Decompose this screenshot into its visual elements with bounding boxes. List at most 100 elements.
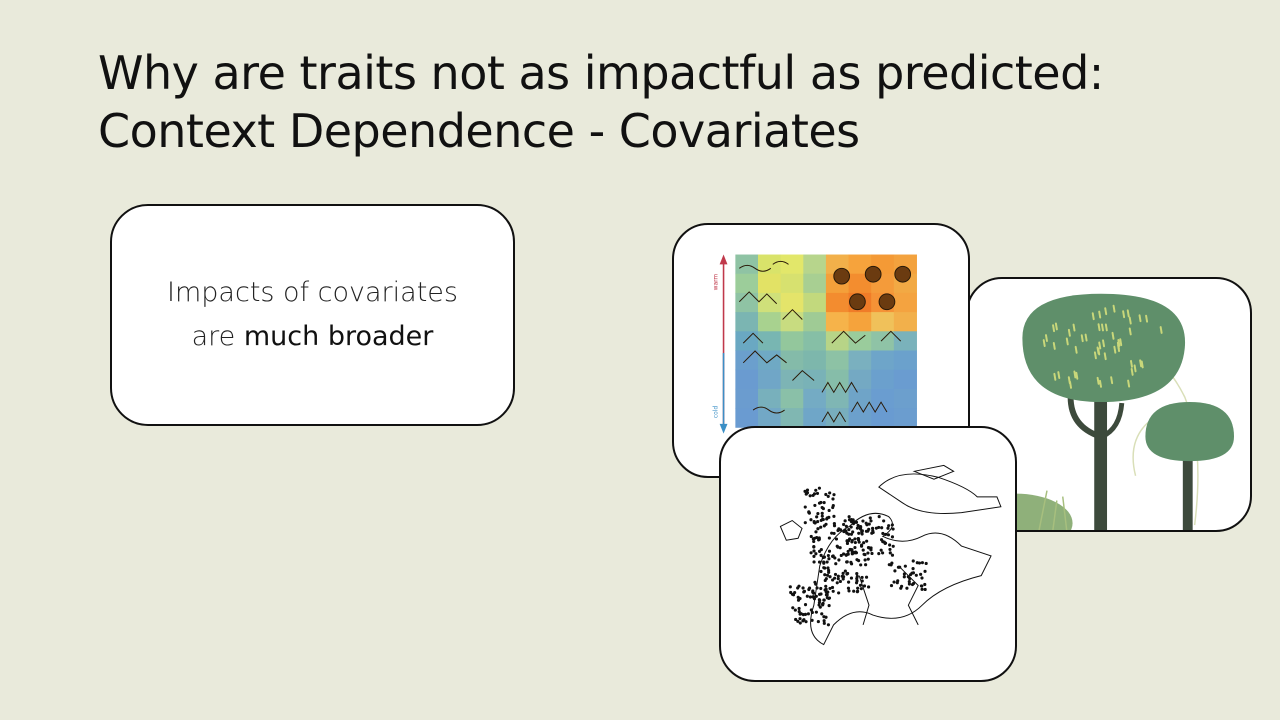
occurrence-point xyxy=(866,557,870,561)
heatmap-cell xyxy=(735,350,759,371)
crown-dash xyxy=(1127,379,1131,388)
crown-dash xyxy=(1097,323,1101,332)
occurrence-point xyxy=(847,532,851,536)
occurrence-point xyxy=(832,493,836,497)
occurrence-point xyxy=(889,584,894,588)
crown-dash xyxy=(1052,341,1056,350)
occurrence-point xyxy=(820,514,824,518)
occurrence-point xyxy=(797,584,801,588)
occurrence-point xyxy=(822,501,826,505)
heatmap-cell xyxy=(758,292,782,313)
occurrence-point xyxy=(836,545,840,549)
occurrence-point xyxy=(812,554,816,558)
occurrence-point xyxy=(817,560,822,564)
crown-dash xyxy=(1104,323,1108,332)
heatmap-cell xyxy=(848,388,872,409)
occurrence-point xyxy=(810,618,814,622)
occurrence-point xyxy=(825,560,829,564)
heatmap-cell xyxy=(735,331,759,351)
title-line-1: Why are traits not as impactful as predi… xyxy=(98,46,1104,100)
occurrence-point xyxy=(828,491,832,495)
occurrence-point xyxy=(809,608,813,612)
occurrence-point xyxy=(879,538,884,542)
heatmap-cell xyxy=(803,408,827,428)
heatmap-cell xyxy=(735,369,759,390)
occurrence-point xyxy=(814,488,818,492)
occurrence-point xyxy=(841,571,845,575)
occurrence-point xyxy=(810,610,814,615)
tree-illustration-card xyxy=(966,277,1252,532)
warm-label: warm xyxy=(714,274,720,291)
crown-dash xyxy=(1065,337,1069,346)
occurrence-point xyxy=(809,534,813,539)
occurrence-point xyxy=(822,561,826,565)
occurrence-point xyxy=(923,587,927,592)
occurrence-point xyxy=(812,539,816,544)
occurrence-point xyxy=(793,590,797,595)
occurrence-point xyxy=(907,582,911,586)
occurrence-point xyxy=(834,537,839,541)
occurrence-points xyxy=(788,486,928,627)
heatmap-cell xyxy=(780,350,804,371)
occurrence-point xyxy=(803,521,807,525)
heatmap-cell xyxy=(848,273,872,294)
heatmap-cell xyxy=(871,350,895,371)
occurrence-point xyxy=(803,489,807,493)
crown-dash xyxy=(1052,324,1056,333)
occurrence-point xyxy=(845,560,849,564)
occurrence-point xyxy=(860,543,864,547)
crown-dash xyxy=(1128,316,1132,325)
occurrence-point xyxy=(822,615,826,619)
crown-dash xyxy=(1067,376,1071,385)
crown-dash xyxy=(1159,326,1163,334)
main-tree-crown xyxy=(1022,293,1186,403)
occurrence-point xyxy=(811,595,815,599)
occurrence-point xyxy=(881,551,885,555)
heatmap-cell xyxy=(758,331,782,351)
occurrence-point xyxy=(890,553,895,557)
occurrence-point xyxy=(860,579,864,583)
occurrence-point xyxy=(814,594,818,598)
occurrence-point xyxy=(847,580,851,584)
covariates-text: Impacts of covariates are much broader xyxy=(167,271,458,359)
occurrence-point xyxy=(793,608,797,612)
occurrence-point xyxy=(821,603,825,607)
crown-dash xyxy=(1093,351,1097,360)
occurrence-point xyxy=(827,549,832,553)
crown-dash xyxy=(1129,359,1133,368)
occurrence-point xyxy=(797,606,801,611)
heatmap-cell xyxy=(825,350,850,371)
occurrence-point xyxy=(860,529,864,533)
occurrence-point xyxy=(807,510,811,514)
occurrence-point xyxy=(857,531,861,535)
occurrence-point xyxy=(803,603,808,607)
occurrence-point xyxy=(826,623,831,627)
heatmap-cell xyxy=(871,408,895,428)
occurrence-point xyxy=(796,619,800,623)
occurrence-point xyxy=(814,582,818,586)
occurrence-point xyxy=(920,587,924,591)
heatmap-cell xyxy=(893,350,917,371)
occurrence-point xyxy=(816,620,820,624)
occurrence-point xyxy=(827,604,831,608)
occurrence-point xyxy=(827,596,832,600)
occurrence-point xyxy=(887,524,891,528)
occurrence-point xyxy=(861,548,865,552)
occurrence-point xyxy=(830,585,835,590)
heatmap-cell xyxy=(893,312,917,332)
occurrence-point xyxy=(827,536,831,540)
occurrence-point xyxy=(859,525,863,530)
crown-dash xyxy=(1133,364,1137,373)
occurrence-point xyxy=(832,514,836,518)
occurrence-point xyxy=(825,573,830,577)
heatmap-cell xyxy=(893,408,917,428)
occurrence-point xyxy=(816,527,820,531)
crown-dash xyxy=(1128,327,1132,336)
occurrence-point xyxy=(819,586,823,591)
occurrence-point xyxy=(867,585,871,589)
title-line-2: Context Dependence - Covariates xyxy=(98,104,860,158)
occurrence-point xyxy=(804,620,808,624)
crown-dash xyxy=(1139,359,1143,368)
crown-dash xyxy=(1057,371,1061,379)
occurrence-point xyxy=(847,515,851,519)
